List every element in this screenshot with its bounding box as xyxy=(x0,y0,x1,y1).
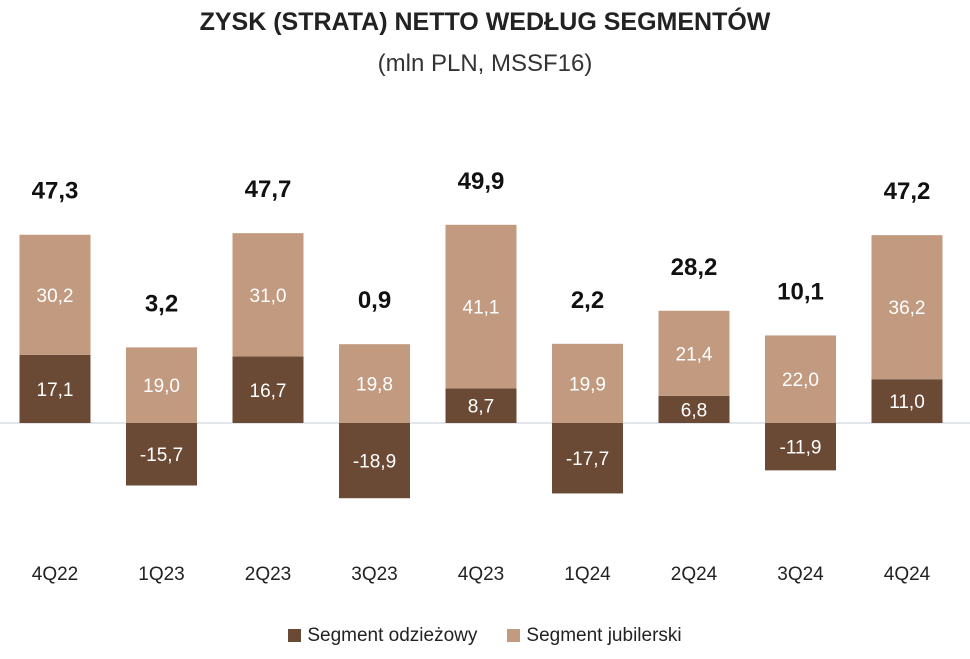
total-label: 2,2 xyxy=(571,287,604,314)
data-label: 17,1 xyxy=(37,380,74,401)
x-tick-label: 3Q24 xyxy=(777,564,824,585)
bar-clothing xyxy=(19,354,91,423)
total-label: 0,9 xyxy=(358,287,391,314)
bar-clothing xyxy=(658,395,730,423)
total-label: 49,9 xyxy=(458,168,505,195)
bar-jewelry xyxy=(232,233,304,357)
data-label: 31,0 xyxy=(250,286,287,307)
data-label: 22,0 xyxy=(782,370,819,391)
bar-jewelry xyxy=(126,347,197,423)
bar-clothing xyxy=(552,423,623,494)
data-label: 41,1 xyxy=(463,298,500,319)
x-tick-label: 3Q23 xyxy=(351,564,397,585)
bar-jewelry xyxy=(871,235,943,380)
legend-swatch xyxy=(507,629,521,642)
legend-item-jewelry: Segment jubilerski xyxy=(507,625,682,647)
data-label: 19,8 xyxy=(356,375,393,396)
total-label: 47,3 xyxy=(32,178,79,205)
data-label: 6,8 xyxy=(681,400,707,421)
data-label: 21,4 xyxy=(676,344,713,365)
total-label: 47,7 xyxy=(245,176,292,203)
bar-jewelry xyxy=(765,335,836,423)
total-label: 47,2 xyxy=(884,178,931,205)
bar-jewelry xyxy=(19,234,91,355)
legend-item-clothing: Segment odzieżowy xyxy=(288,625,477,647)
data-label: -11,9 xyxy=(780,438,822,459)
data-label: 19,0 xyxy=(143,376,180,397)
bar-clothing xyxy=(871,379,943,423)
legend-swatch xyxy=(288,629,302,642)
data-label: -17,7 xyxy=(566,449,609,470)
x-tick-label: 4Q24 xyxy=(884,564,931,585)
data-label: -18,9 xyxy=(353,452,396,473)
legend-label: Segment odzieżowy xyxy=(307,625,478,646)
data-label: 19,9 xyxy=(569,374,606,395)
bar-jewelry xyxy=(445,224,517,389)
data-label: 8,7 xyxy=(468,397,494,418)
data-label: 11,0 xyxy=(889,392,925,413)
legend: Segment odzieżowy Segment jubilerski xyxy=(0,625,970,647)
chart-title: ZYSK (STRATA) NETTO WEDŁUG SEGMENTÓW xyxy=(199,8,771,36)
total-label: 28,2 xyxy=(671,254,718,281)
x-tick-label: 1Q23 xyxy=(138,564,184,585)
bar-clothing xyxy=(445,388,517,423)
bar-clothing xyxy=(126,423,197,486)
chart-subtitle: (mln PLN, MSSF16) xyxy=(377,50,593,77)
x-tick-label: 2Q23 xyxy=(245,564,291,585)
total-label: 10,1 xyxy=(777,278,824,305)
x-tick-label: 4Q23 xyxy=(458,564,504,585)
data-label: 30,2 xyxy=(37,286,74,307)
data-label: -15,7 xyxy=(140,445,183,466)
x-tick-label: 4Q22 xyxy=(32,564,78,585)
bar-clothing xyxy=(232,356,304,423)
bar-clothing xyxy=(339,423,410,499)
bar-clothing xyxy=(765,423,836,471)
legend-label: Segment jubilerski xyxy=(526,625,682,646)
bar-jewelry xyxy=(339,344,410,423)
bar-jewelry xyxy=(552,343,623,423)
data-label: 16,7 xyxy=(250,381,287,402)
total-label: 3,2 xyxy=(145,290,178,317)
bar-jewelry xyxy=(658,310,730,396)
x-tick-label: 1Q24 xyxy=(564,564,611,585)
data-label: 36,2 xyxy=(889,298,926,319)
x-tick-label: 2Q24 xyxy=(671,564,718,585)
